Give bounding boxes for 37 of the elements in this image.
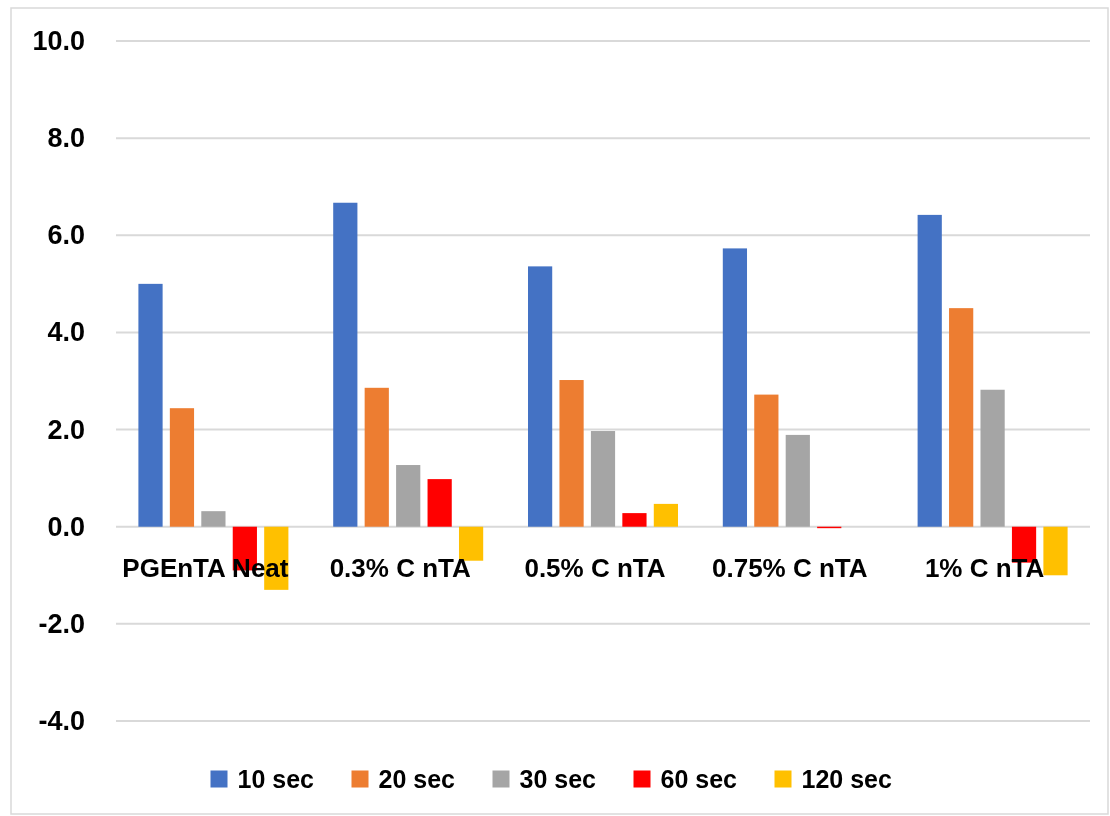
x-tick-label: 0.3% C nTA (329, 552, 471, 583)
y-tick-label: 6.0 (47, 220, 85, 251)
bar (169, 408, 195, 527)
bar (754, 394, 779, 527)
y-tick-label: 8.0 (47, 123, 85, 154)
x-tick-label: 0.75% C nTA (712, 552, 868, 583)
bar (622, 513, 647, 527)
bar (785, 434, 810, 527)
legend-label: 120 sec (801, 765, 892, 793)
bar (528, 266, 553, 527)
bar (722, 248, 748, 527)
legend-label: 20 sec (378, 765, 456, 793)
bar (333, 202, 358, 527)
y-tick-label: -2.0 (38, 608, 85, 639)
bar (917, 214, 942, 527)
bar (559, 380, 584, 527)
legend-label: 60 sec (660, 765, 738, 793)
y-tick-label: 0.0 (47, 511, 85, 542)
y-tick-label: -4.0 (38, 706, 85, 736)
y-tick-label: 2.0 (47, 414, 85, 445)
bar (1043, 526, 1068, 576)
legend-label: 30 sec (519, 765, 597, 793)
bar (427, 479, 452, 527)
x-tick-label: 0.5% C nTA (524, 552, 666, 583)
bar (138, 283, 163, 527)
bar (980, 389, 1005, 527)
bar (396, 465, 421, 527)
bar (949, 308, 974, 527)
bar (364, 387, 389, 527)
y-tick-label: 4.0 (47, 317, 85, 348)
y-tick-label: 10.0 (32, 26, 85, 56)
bar (458, 526, 484, 561)
bar (590, 431, 616, 527)
bar (201, 511, 226, 527)
legend-label: 10 sec (237, 765, 315, 793)
bar (653, 503, 678, 527)
x-tick-label: PGEnTA Neat (122, 552, 289, 583)
